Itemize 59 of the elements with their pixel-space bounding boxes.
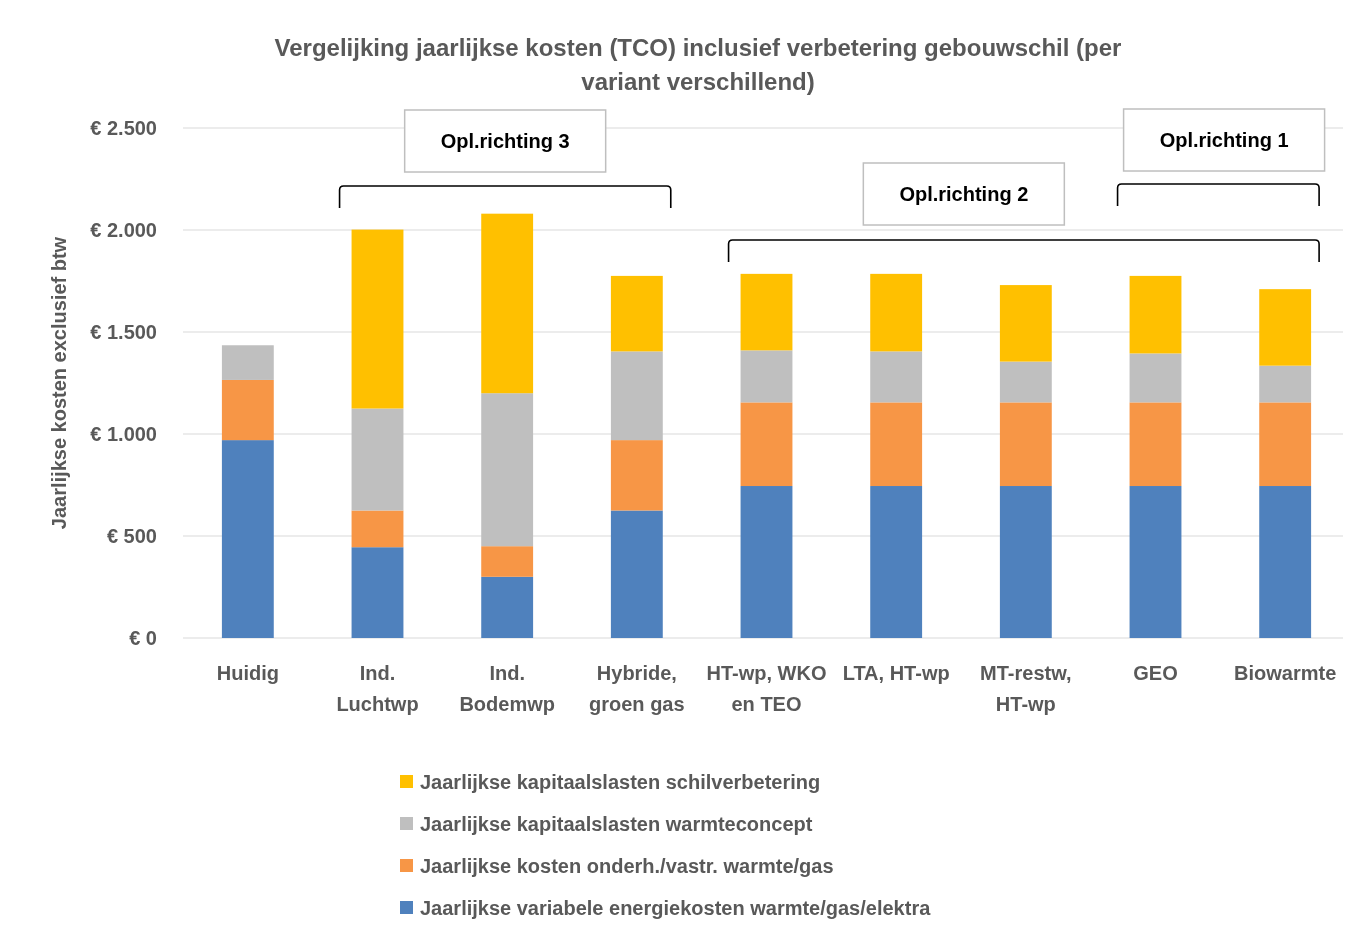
- bar: [481, 393, 534, 547]
- x-tick-label: HT-wp, WKO en TEO: [706, 662, 827, 715]
- bar: [481, 213, 534, 394]
- bar: [870, 273, 923, 352]
- chart-title: Vergelijking jaarlijkse kosten (TCO) inclusief verbetering gebouwschil (per variant verschillend): [274, 34, 1122, 95]
- bar: [610, 440, 663, 511]
- bar: [999, 361, 1052, 403]
- bar: [999, 486, 1052, 638]
- bar: [1259, 289, 1312, 366]
- bar: [1259, 365, 1312, 403]
- y-tick-label: € 2.500: [90, 117, 157, 139]
- x-tick-label: Biowarmte: [1234, 662, 1337, 684]
- x-tick-label: Ind. Luchtwp: [336, 662, 419, 715]
- y-tick-label: € 1.000: [90, 423, 157, 445]
- x-tick-label: Hybride, groen gas: [589, 662, 685, 715]
- y-axis-title: Jaarlijkse kosten exclusief btw: [48, 236, 70, 530]
- bar: [870, 351, 923, 403]
- bar: [1129, 402, 1182, 487]
- bar: [351, 229, 404, 409]
- annotation: Opl.richting 3: [440, 130, 570, 152]
- bar: [481, 576, 534, 638]
- x-tick-label: Huidig: [216, 662, 279, 684]
- bar: [221, 440, 274, 638]
- bar: [221, 345, 274, 380]
- bar: [351, 547, 404, 638]
- bar: [1259, 402, 1312, 487]
- y-tick-label: € 1.500: [90, 321, 157, 343]
- bar: [740, 350, 793, 403]
- bar: [351, 408, 404, 511]
- bar: [1129, 353, 1182, 403]
- bar: [870, 486, 923, 638]
- bar: [610, 275, 663, 352]
- y-tick-label: € 2.000: [90, 219, 157, 241]
- bar: [740, 273, 793, 351]
- x-tick-label: MT-restw, HT-wp: [980, 662, 1072, 715]
- annotation: Opl.richting 2: [899, 183, 1029, 205]
- bar: [999, 285, 1052, 362]
- legend-label: Jaarlijkse kapitaalslasten warmteconcept: [420, 813, 813, 835]
- bar: [610, 351, 663, 441]
- x-tick-label: GEO: [1133, 662, 1178, 684]
- bar: [740, 486, 793, 638]
- bar: [999, 402, 1052, 487]
- bar: [1129, 275, 1182, 354]
- bar: [221, 379, 274, 441]
- bar: [740, 402, 793, 487]
- bar: [870, 402, 923, 487]
- y-tick-label: € 0: [129, 627, 157, 649]
- legend-label: Jaarlijkse kapitaalslasten schilverbetering: [420, 771, 821, 793]
- legend-label: Jaarlijkse variabele energiekosten warmte/gas/elektra: [420, 897, 932, 919]
- annotation: Opl.richting 1: [1159, 129, 1289, 151]
- bar: [351, 510, 404, 548]
- bar: [610, 510, 663, 638]
- bar: [1129, 486, 1182, 638]
- bar: [1259, 486, 1312, 638]
- legend-label: Jaarlijkse kosten onderh./vastr. warmte/gas: [420, 855, 834, 877]
- bar: [481, 546, 534, 577]
- x-tick-label: Ind. Bodemwp: [459, 662, 555, 715]
- x-tick-label: LTA, HT-wp: [842, 662, 950, 684]
- y-tick-label: € 500: [106, 525, 157, 547]
